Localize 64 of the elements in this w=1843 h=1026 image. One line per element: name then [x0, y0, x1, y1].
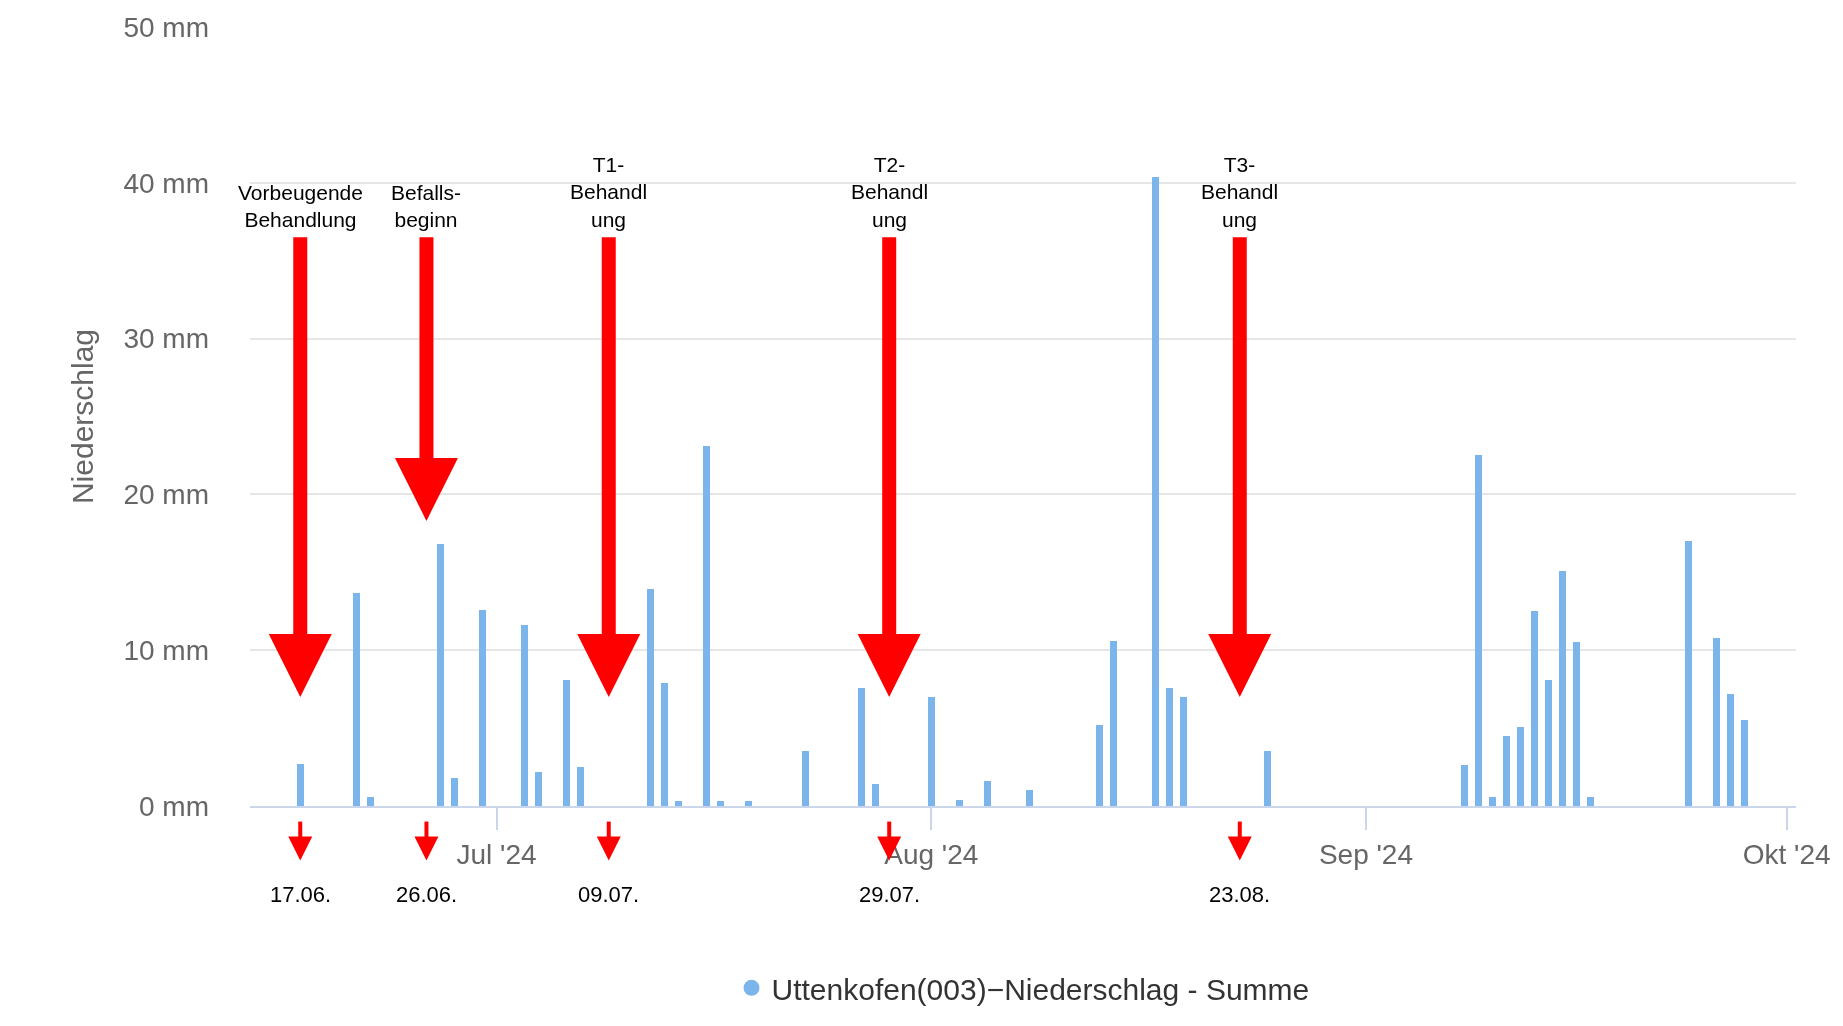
bar: [1026, 790, 1033, 806]
bar: [675, 801, 682, 806]
bar: [1264, 751, 1271, 806]
bar: [297, 764, 304, 806]
bar: [367, 797, 374, 806]
bar: [661, 683, 668, 806]
bar: [1166, 688, 1173, 806]
bar: [1531, 611, 1538, 806]
ref-line-label: T1- Behandl ung: [570, 153, 648, 231]
ref-line-label: Befalls- beginn: [391, 181, 462, 232]
bar: [1461, 765, 1468, 806]
bar: [437, 544, 444, 806]
ref-line-label: Vorbeugende Behandlung: [238, 181, 363, 232]
y-tick-label: 30 mm: [123, 323, 209, 355]
bar: [353, 593, 360, 806]
bar: [479, 610, 486, 806]
y-tick-label: 0 mm: [139, 790, 209, 822]
bar: [984, 781, 991, 806]
y-axis-title: Niederschlag: [66, 328, 100, 505]
bar: [1545, 680, 1552, 806]
bar: [535, 772, 542, 806]
text: 29.07.: [859, 882, 921, 907]
bar: [745, 801, 752, 806]
bar: [647, 589, 654, 806]
bar: [956, 800, 963, 806]
bar: [1741, 720, 1748, 806]
ref-line-label: T2- Behandl ung: [851, 153, 929, 231]
bar: [1559, 571, 1566, 806]
bar: [1096, 725, 1103, 806]
bar: [703, 446, 710, 806]
bar: [1573, 642, 1580, 806]
y-tick-label: 50 mm: [123, 11, 209, 43]
y-tick-label: 10 mm: [123, 635, 209, 666]
text: 26.06.: [396, 882, 458, 907]
bar: [1517, 727, 1524, 806]
bar: [1587, 797, 1594, 806]
bar: [872, 784, 879, 806]
bar: [1152, 177, 1159, 806]
text: 17.06.: [270, 882, 332, 907]
y-tick-label: 20 mm: [123, 479, 209, 511]
bar: [1489, 797, 1496, 806]
y-tick-label: 40 mm: [123, 167, 209, 199]
bar: [1110, 641, 1117, 806]
bar: [1685, 541, 1692, 806]
legend-label: Uttenkofen(003)−Niederschlag - Summe: [771, 972, 1310, 1006]
bar: [451, 778, 458, 806]
bar: [577, 767, 584, 806]
bar: [1713, 638, 1720, 806]
bar: [858, 688, 865, 806]
bar: [563, 680, 570, 806]
text: 09.07.: [578, 882, 640, 907]
x-tick-label: Sep '24: [1318, 838, 1414, 870]
x-tick-label: Jul '24: [456, 838, 537, 870]
bar: [1475, 455, 1482, 806]
bar: [1180, 697, 1187, 806]
x-tick-label: Okt '24: [1742, 838, 1831, 870]
bar: [1503, 736, 1510, 806]
bar: [717, 801, 724, 806]
text: 23.08.: [1209, 882, 1271, 907]
bar: [521, 625, 528, 806]
ref-line-label: T3- Behandl ung: [1201, 153, 1279, 231]
bar: [928, 697, 935, 806]
bar: [802, 751, 809, 806]
bar: [1727, 694, 1734, 806]
